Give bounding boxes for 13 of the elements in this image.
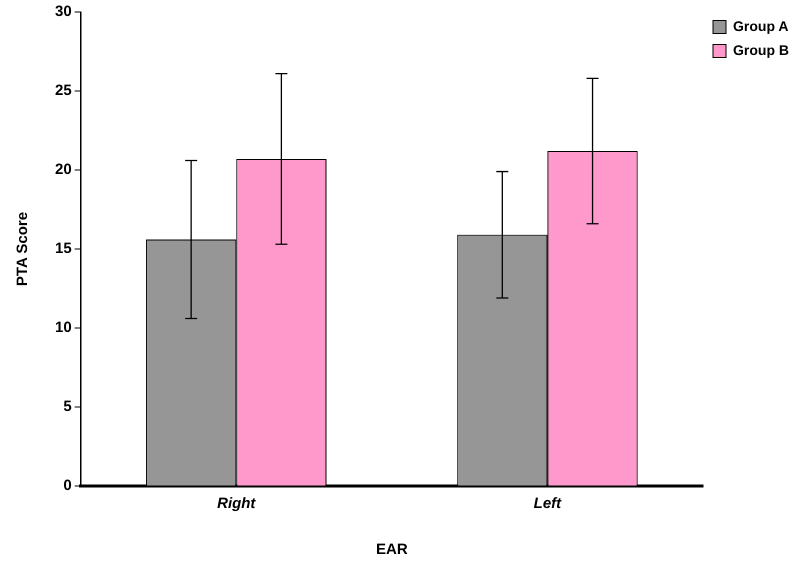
y-tick-label: 10: [54, 319, 72, 336]
y-tick-label: 20: [54, 161, 72, 178]
legend-label: Group A: [733, 18, 788, 34]
y-tick-label: 15: [54, 240, 72, 258]
x-axis-title: EAR: [376, 541, 408, 558]
y-tick-label: 25: [54, 82, 72, 100]
y-tick-label: 30: [54, 3, 72, 20]
x-tick-label: Right: [217, 495, 256, 512]
y-tick-label: 0: [63, 477, 72, 494]
y-axis-title: PTA Score: [14, 212, 32, 286]
legend-label: Group B: [733, 42, 790, 58]
x-tick-label: Left: [534, 495, 562, 512]
y-tick-label: 5: [63, 398, 72, 416]
